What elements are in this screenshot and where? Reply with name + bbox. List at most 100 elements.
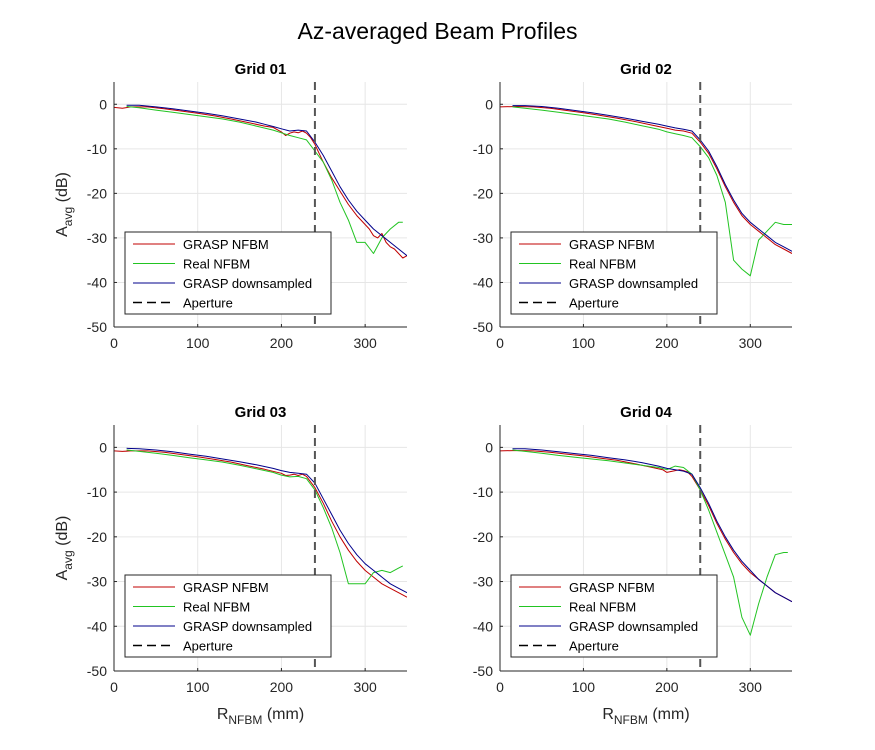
legend-label: GRASP NFBM [569,237,655,252]
y-tick-label: -10 [473,141,493,157]
y-tick-label: -50 [87,663,107,679]
real-nfbm-line [512,449,788,636]
x-label-sub: NFBM [228,713,262,727]
y-axis-label: Aavg (dB) [54,516,75,581]
legend-label: Aperture [183,639,233,654]
legend-label: GRASP NFBM [569,580,655,595]
legend-box [124,574,332,658]
x-tick-label: 300 [353,335,377,351]
y-tick-label: -40 [87,274,107,290]
grasp-downsampled-line [126,104,407,257]
legend-label: Real NFBM [569,257,636,272]
grasp-nfbm-line [500,106,792,254]
y-tick-label: -20 [473,529,493,545]
y-tick-label: -50 [473,319,493,335]
x-axis-label: RNFBM (mm) [602,706,689,727]
y-label-main: A [54,569,71,580]
legend-label: Aperture [569,296,619,311]
x-label-unit: (mm) [262,706,304,723]
x-tick-label: 100 [572,335,596,351]
legend-label: GRASP downsampled [183,619,312,634]
y-label-unit: (dB) [54,516,71,551]
legend-label: GRASP downsampled [183,276,312,291]
y-tick-label: -10 [87,141,107,157]
legend-label: GRASP NFBM [183,580,269,595]
x-tick-label: 300 [353,679,377,695]
subplot-title: Grid 01 [235,61,287,78]
legend-box [124,231,332,315]
y-label-unit: (dB) [54,172,71,207]
y-tick-label: 0 [99,439,107,455]
x-label-main: R [602,706,614,723]
subplot-title: Grid 02 [620,61,672,78]
x-tick-label: 200 [655,679,679,695]
legend: GRASP NFBM Real NFBM GRASP downsampled Aper… [124,574,332,658]
x-label-sub: NFBM [614,713,648,727]
x-tick-label: 0 [110,335,118,351]
legend-label: Real NFBM [183,257,250,272]
legend-label: GRASP downsampled [569,619,698,634]
y-tick-label: -10 [473,484,493,500]
x-tick-label: 200 [270,335,294,351]
grasp-downsampled-line [126,447,407,594]
y-label-sub: avg [61,550,75,569]
legend-label: GRASP downsampled [569,276,698,291]
legend: GRASP NFBM Real NFBM GRASP downsampled Aper… [124,231,332,315]
y-tick-label: -40 [87,618,107,634]
legend-label: GRASP NFBM [183,237,269,252]
real-nfbm-line [512,106,792,277]
x-tick-label: 0 [496,679,504,695]
x-tick-label: 0 [496,335,504,351]
y-label-sub: avg [61,207,75,226]
legend-label: Real NFBM [183,600,250,615]
grasp-downsampled-line [512,448,792,603]
x-tick-label: 300 [739,335,763,351]
subplot-2: 0 100 200 300 0 -10 -20 -30 -40 -50 Grid 02 GRASP N… [473,61,792,351]
legend-box [510,231,718,315]
series-group [114,447,407,598]
series-group [500,105,792,277]
subplot-3: 0 100 200 300 0 -10 -20 -30 -40 -50 Grid 03 Aavg (d… [54,404,407,727]
legend-label: Real NFBM [569,600,636,615]
x-tick-label: 100 [186,335,210,351]
real-nfbm-line [126,106,403,254]
grasp-nfbm-line [500,450,792,603]
series-group [114,104,407,259]
y-tick-label: -20 [87,529,107,545]
y-tick-label: -50 [473,663,493,679]
real-nfbm-line [126,449,404,585]
x-tick-label: 100 [572,679,596,695]
grasp-nfbm-line [114,106,407,259]
y-tick-label: -20 [473,185,493,201]
legend-box [510,574,718,658]
y-label-main: A [54,226,71,237]
subplot-title: Grid 03 [235,404,287,421]
y-tick-label: 0 [485,96,493,112]
y-tick-label: -20 [87,185,107,201]
legend: GRASP NFBM Real NFBM GRASP downsampled Aper… [510,574,718,658]
y-tick-label: -40 [473,618,493,634]
subplot-4: 0 100 200 300 0 -10 -20 -30 -40 -50 Grid 04 RNFBM (… [473,404,792,727]
legend: GRASP NFBM Real NFBM GRASP downsampled Aper… [510,231,718,315]
y-tick-label: -30 [87,574,107,590]
x-label-unit: (mm) [648,706,690,723]
y-tick-label: -30 [473,230,493,246]
x-label-main: R [217,706,229,723]
subplot-1: 0 100 200 300 0 -10 -20 -30 -40 -50 Grid 01 Aavg (d… [54,61,407,351]
y-tick-label: -30 [473,574,493,590]
x-tick-label: 0 [110,679,118,695]
y-tick-label: 0 [99,96,107,112]
y-tick-label: -30 [87,230,107,246]
subplot-title: Grid 04 [620,404,672,421]
y-tick-label: 0 [485,439,493,455]
legend-label: Aperture [569,639,619,654]
x-tick-label: 300 [739,679,763,695]
x-tick-label: 200 [270,679,294,695]
x-tick-label: 100 [186,679,210,695]
figure-title: Az-averaged Beam Profiles [297,18,578,44]
x-tick-label: 200 [655,335,679,351]
y-tick-label: -40 [473,274,493,290]
series-group [500,448,792,636]
